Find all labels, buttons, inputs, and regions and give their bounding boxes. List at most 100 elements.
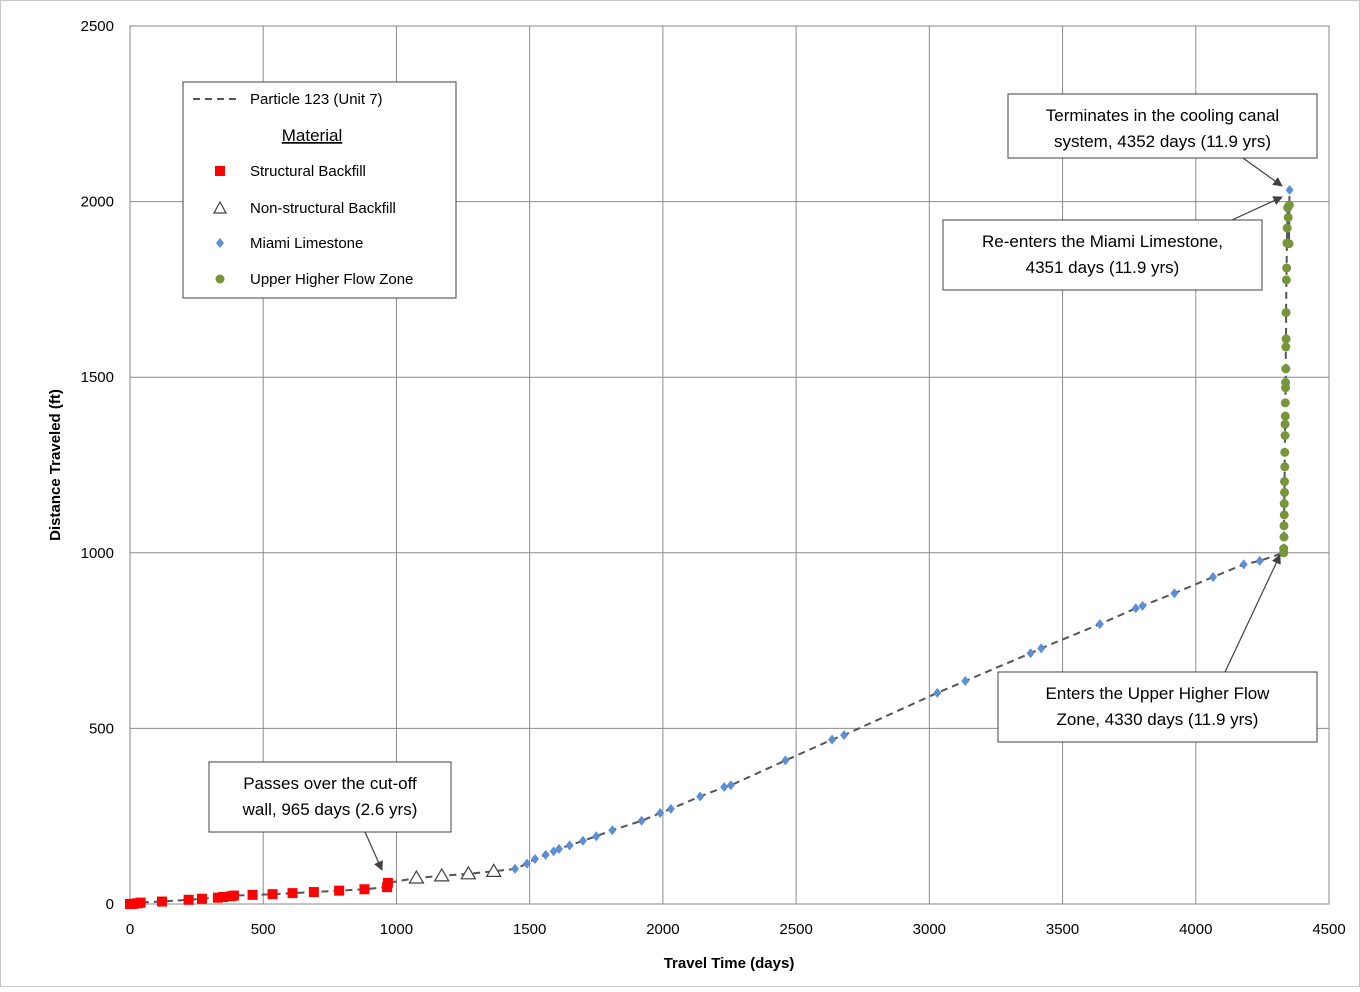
- data-point: [1279, 499, 1289, 509]
- legend-item-non-structural-backfill: Non-structural Backfill: [250, 200, 396, 217]
- x-tick-label: 1500: [513, 921, 546, 938]
- legend-line-label: Particle 123 (Unit 7): [250, 91, 383, 108]
- callout-box: [1007, 93, 1318, 159]
- callout-cutoff: Passes over the cut-off wall, 965 days (2…: [208, 761, 452, 871]
- callout-reenter: Re-enters the Miami Limestone, 4351 days …: [942, 196, 1283, 291]
- x-tick-label: 4000: [1179, 921, 1212, 938]
- legend-triangle-marker: [212, 200, 228, 214]
- callout-text: wall, 965 days (2.6 yrs): [242, 800, 418, 819]
- data-point: [1282, 263, 1292, 273]
- data-point: [1138, 600, 1147, 611]
- data-point: [196, 893, 207, 904]
- callout-text: Re-enters the Miami Limestone,: [982, 232, 1223, 251]
- callout-arrow: [1224, 554, 1281, 673]
- data-point: [1280, 447, 1290, 457]
- data-point: [1284, 200, 1294, 210]
- data-point: [608, 825, 617, 836]
- y-tick-label: 2000: [81, 194, 114, 211]
- series-upper-higher-flow-zone: [1279, 200, 1294, 558]
- callout-arrow: [1242, 157, 1283, 187]
- data-point: [541, 849, 550, 860]
- data-point: [592, 831, 601, 842]
- y-tick-label: 1500: [81, 369, 114, 386]
- series-non-structural-backfill: [408, 863, 502, 884]
- data-point: [485, 863, 502, 877]
- data-point: [1285, 185, 1294, 196]
- data-point: [408, 869, 425, 884]
- data-point: [554, 843, 563, 854]
- data-point: [1255, 555, 1264, 566]
- data-point: [1281, 334, 1291, 344]
- legend-circle-marker: [215, 274, 225, 284]
- x-axis-title: Travel Time (days): [664, 955, 795, 972]
- x-tick-label: 500: [251, 921, 276, 938]
- y-tick-label: 2500: [81, 18, 114, 35]
- legend-heading: Material: [282, 126, 342, 145]
- data-point: [511, 863, 520, 874]
- data-point: [1239, 559, 1248, 570]
- data-point: [359, 884, 370, 895]
- data-point: [433, 867, 450, 882]
- callout-text: Zone, 4330 days (11.9 yrs): [1057, 710, 1259, 729]
- series-structural-backfill: [125, 877, 393, 909]
- data-point: [1283, 212, 1293, 222]
- x-tick-label: 3500: [1046, 921, 1079, 938]
- callouts: Passes over the cut-off wall, 965 days (2…: [208, 93, 1318, 871]
- data-point: [1279, 521, 1289, 531]
- data-point: [828, 734, 837, 745]
- data-point: [287, 888, 298, 899]
- data-point: [183, 894, 194, 905]
- data-point: [523, 858, 532, 869]
- callout-arrow: [1231, 196, 1283, 221]
- data-point: [1279, 532, 1289, 542]
- callout-text: Passes over the cut-off: [243, 774, 417, 793]
- data-point: [247, 889, 258, 900]
- legend-box: [182, 81, 457, 299]
- data-point: [1209, 572, 1218, 583]
- data-point: [1279, 544, 1289, 554]
- data-point: [228, 890, 239, 901]
- legend-item-upper-higher-flow-zone: Upper Higher Flow Zone: [250, 271, 413, 288]
- data-point: [1026, 648, 1035, 659]
- data-point: [460, 865, 477, 880]
- data-point: [135, 897, 146, 908]
- data-point: [720, 782, 729, 793]
- data-point: [218, 891, 229, 902]
- data-point: [156, 896, 167, 907]
- callout-uhfz: Enters the Upper Higher Flow Zone, 4330 d…: [997, 554, 1318, 743]
- data-point: [530, 854, 539, 865]
- callout-box: [942, 219, 1263, 291]
- data-point: [1281, 275, 1291, 285]
- legend-diamond-marker: [216, 238, 224, 248]
- x-tick-label: 3000: [913, 921, 946, 938]
- y-axis-ticks: 0 500 1000 1500 2000 2500: [81, 18, 114, 913]
- data-point: [308, 887, 319, 898]
- y-axis-title: Distance Traveled (ft): [47, 389, 64, 541]
- data-point: [1131, 603, 1140, 614]
- x-tick-label: 4500: [1312, 921, 1345, 938]
- legend: Particle 123 (Unit 7) Material Structura…: [182, 81, 457, 299]
- y-tick-label: 500: [89, 720, 114, 737]
- data-point: [1281, 377, 1291, 387]
- callout-box: [208, 761, 452, 833]
- data-point: [726, 780, 735, 791]
- data-point: [578, 835, 587, 846]
- data-point: [1279, 510, 1289, 520]
- data-point: [1282, 223, 1292, 233]
- data-point: [961, 675, 970, 686]
- data-point: [334, 885, 345, 896]
- x-tick-label: 1000: [380, 921, 413, 938]
- data-point: [1037, 643, 1046, 654]
- x-tick-label: 2000: [646, 921, 679, 938]
- series-miami-limestone: [511, 185, 1294, 874]
- legend-square-marker: [215, 166, 225, 176]
- data-point: [1280, 411, 1290, 421]
- data-point: [1170, 588, 1179, 599]
- data-point: [1281, 342, 1291, 352]
- data-point: [1284, 239, 1294, 249]
- data-point: [696, 791, 705, 802]
- plot-area: [129, 25, 1330, 905]
- data-point: [666, 803, 675, 814]
- y-tick-label: 0: [106, 896, 114, 913]
